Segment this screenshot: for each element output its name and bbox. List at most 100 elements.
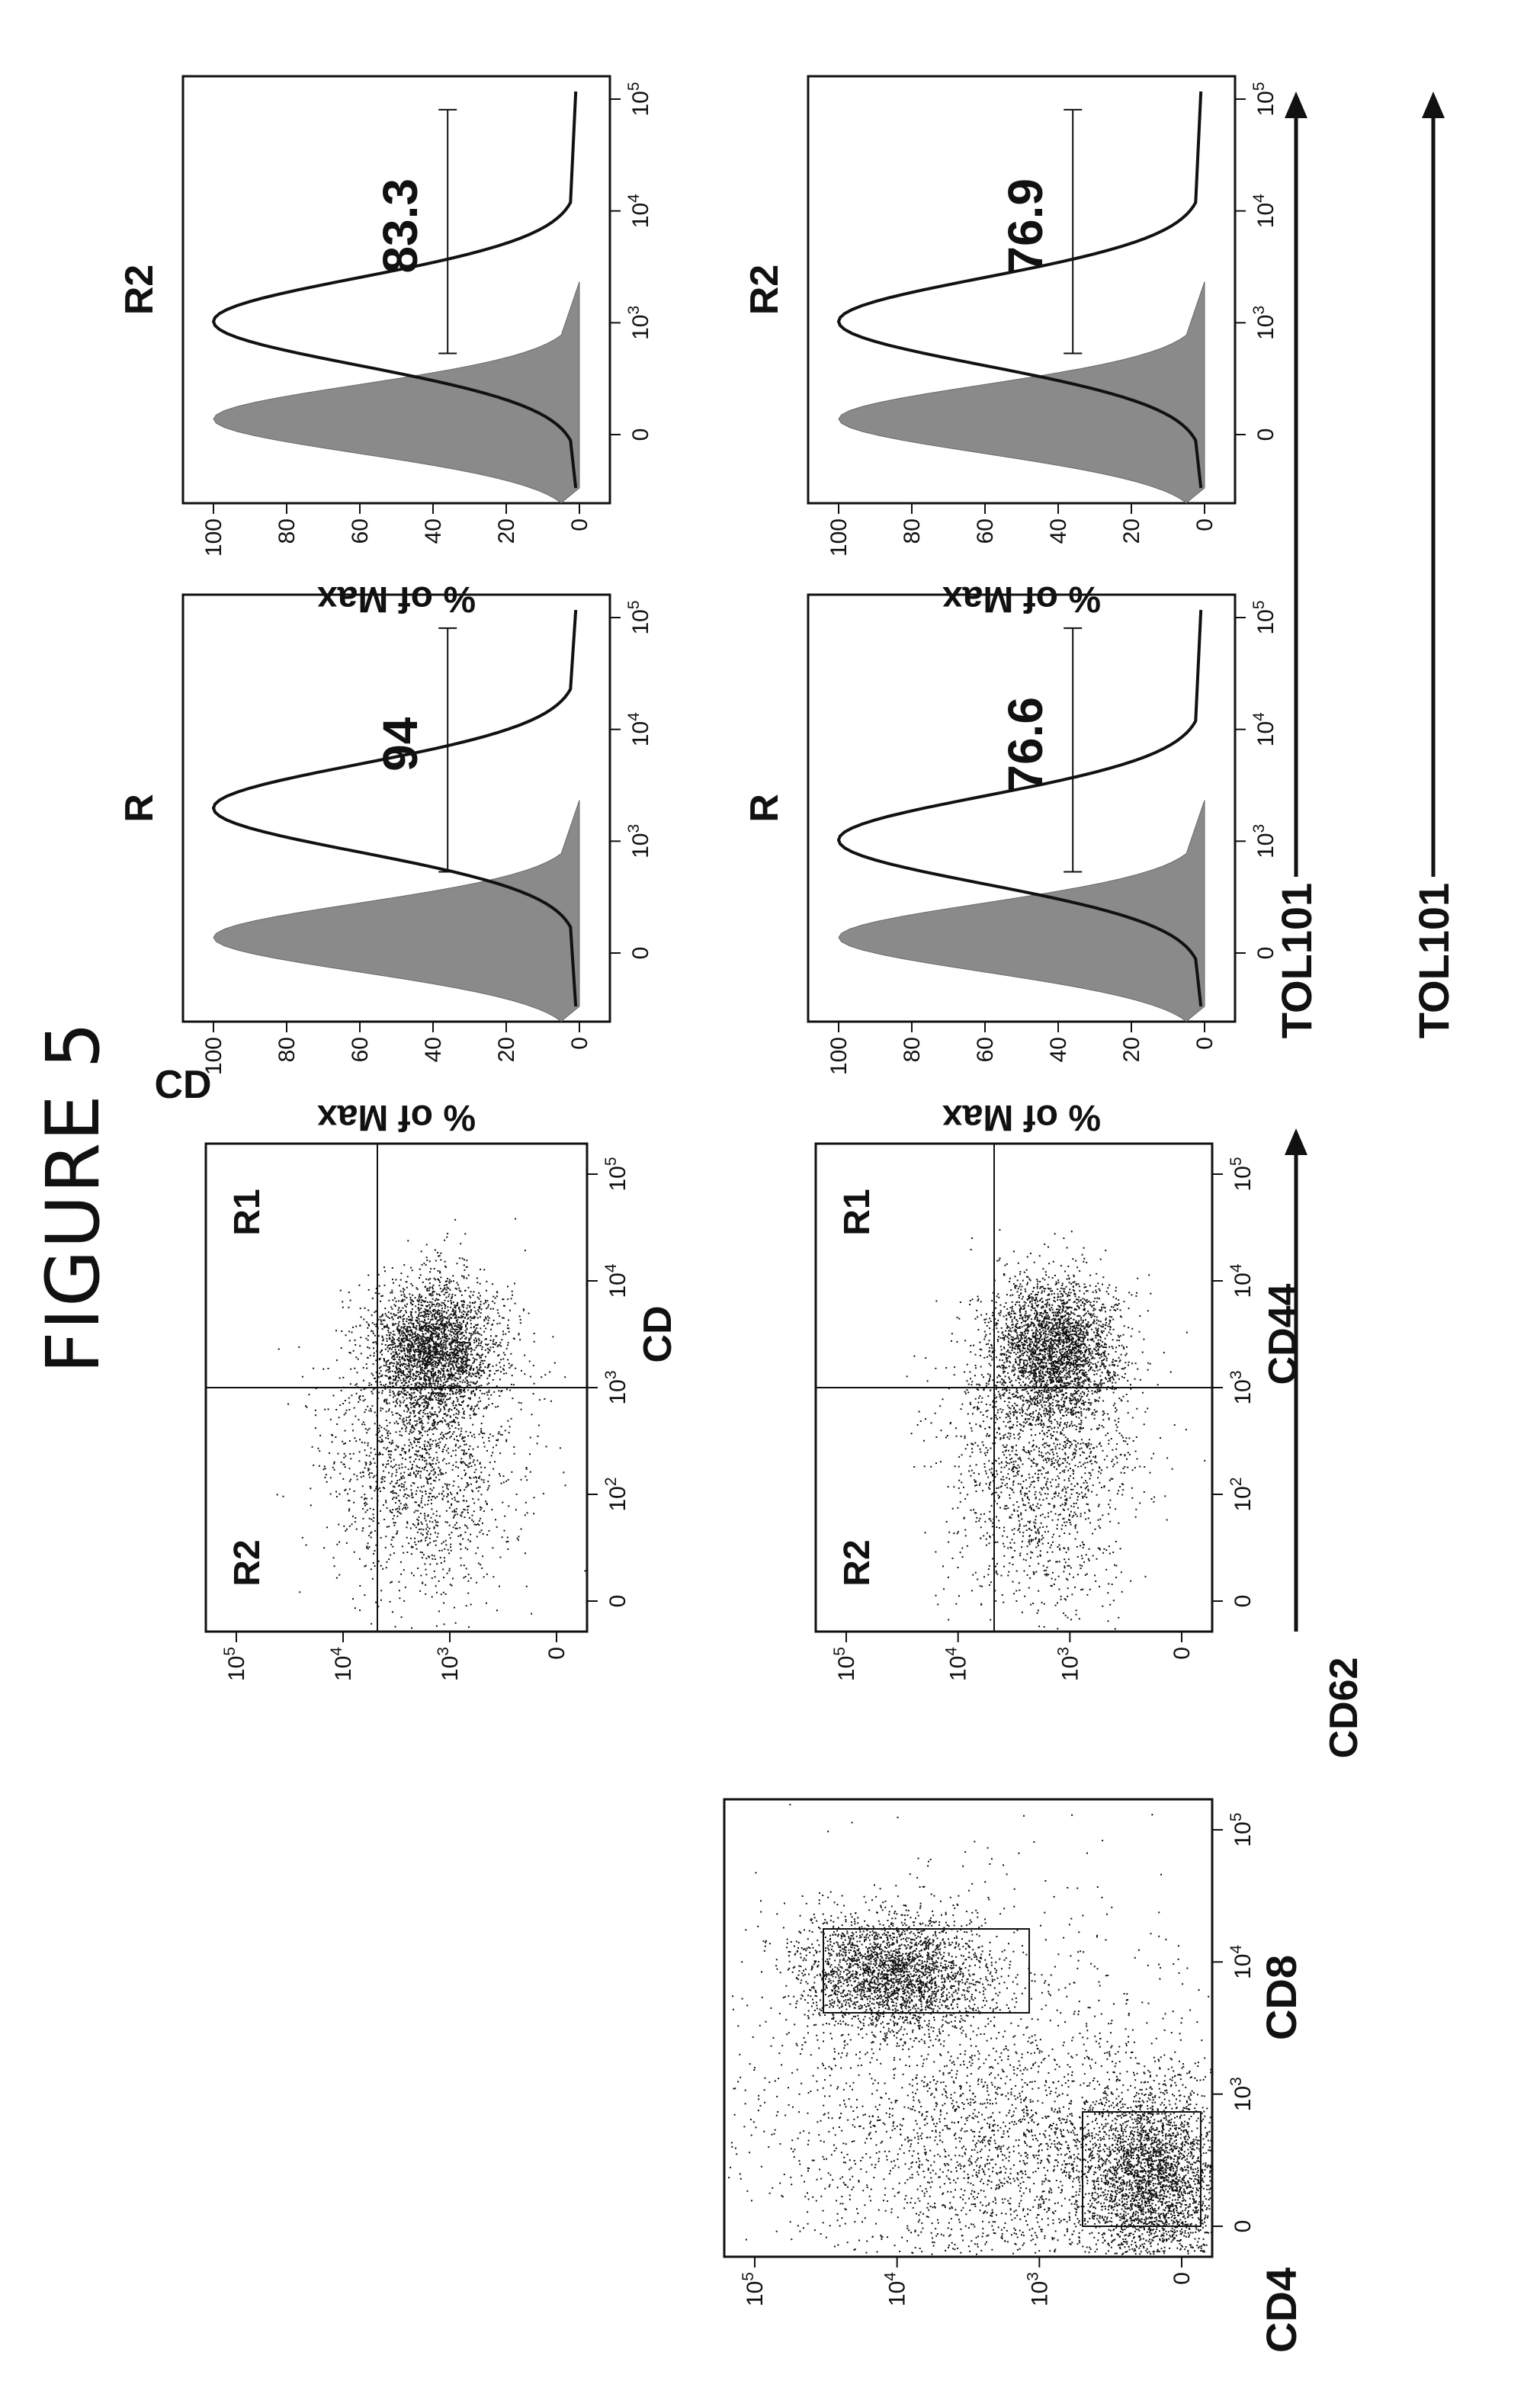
quadrant-2-x-tick-label: 104: [1227, 1263, 1256, 1298]
histogram-4-y-tick-label: 20: [1119, 518, 1144, 544]
histogram-3-x-tick-label: 103: [1250, 824, 1279, 858]
histogram-2-gate-value: 83.3: [373, 178, 428, 274]
histogram-1-y-tick-label: 60: [348, 1037, 373, 1062]
histogram-3-gate-value: 76.6: [998, 697, 1053, 792]
histogram-1-x-tick-label: 104: [625, 712, 653, 746]
cd62-axis-label: CD62: [1322, 1658, 1366, 1759]
histogram-4-y-tick-label: 60: [973, 518, 998, 544]
tol101-label-bottom: TOL101: [1410, 883, 1458, 1038]
quadrant-1-y-tick-label: 103: [435, 1647, 463, 1681]
histogram-1-gate-value: 94: [373, 717, 428, 772]
quadrant-1-r2-cloud: [277, 1218, 586, 1629]
quadrant-1-x-tick-label: 102: [602, 1477, 630, 1511]
quadrant-2-r2-cloud: [906, 1229, 1206, 1629]
cd62-arrow-head: [1285, 1128, 1307, 1155]
histogram-3-y-label: % of Max: [942, 1097, 1101, 1138]
gating-x-tick-label: 104: [1227, 1944, 1256, 1978]
quadrant-2-y-tick-label: 103: [1054, 1647, 1083, 1681]
histogram-2-x-tick-label: 104: [625, 194, 653, 228]
tol101-arrow-top-head: [1285, 91, 1307, 118]
histogram-4-gate-value: 76.9: [998, 178, 1053, 274]
histogram-1-x-tick-label: 0: [628, 947, 653, 960]
quadrant-1-y-tick-label: 105: [221, 1647, 249, 1681]
histogram-1-y-tick-label: 20: [494, 1037, 519, 1062]
histogram-3-x-tick-label: 104: [1250, 712, 1279, 746]
quadrant-1-x-tick-label: 0: [605, 1595, 630, 1608]
histogram-3-control-peak: [839, 801, 1205, 1022]
gating-x-tick-label: 0: [1230, 2220, 1256, 2233]
histogram-4-y-label: % of Max: [942, 579, 1101, 619]
histogram-4-y-tick-label: 100: [826, 518, 852, 557]
histogram-3-x-tick-label: 105: [1250, 600, 1279, 634]
histogram-2-x-tick-label: 105: [625, 82, 653, 116]
quadrant-2-x-tick-label: 0: [1230, 1595, 1256, 1608]
gating-x-tick-label: 105: [1227, 1812, 1256, 1847]
gating-x-tick-label: 103: [1227, 2077, 1256, 2111]
quadrant-2-x-tick-label: 102: [1227, 1477, 1256, 1511]
histogram-3-y-tick-label: 100: [826, 1037, 852, 1075]
histogram-4-x-tick-label: 104: [1250, 194, 1279, 228]
histogram-2-x-tick-label: 103: [625, 306, 653, 340]
histogram-3-y-tick-label: 40: [1046, 1037, 1071, 1062]
histogram-4-y-tick-label: 80: [900, 518, 925, 544]
histogram-2-y-tick-label: 60: [348, 518, 373, 544]
histogram-2-y-tick-label: 0: [567, 518, 592, 531]
gating-y-tick-label: 0: [1169, 2272, 1195, 2285]
quadrant-1-y-tick-label: 0: [544, 1647, 569, 1660]
histogram-3-y-tick-label: 20: [1119, 1037, 1144, 1062]
histogram-1-x-tick-label: 105: [625, 600, 653, 634]
quadrant-2-y-tick-label: 0: [1169, 1647, 1195, 1660]
quadrant-1-x-tick-label: 103: [602, 1370, 630, 1404]
quadrant-2-y-tick-label: 105: [831, 1647, 859, 1681]
histogram-2-y-tick-label: 100: [201, 518, 226, 557]
histogram-4-x-tick-label: 105: [1250, 82, 1279, 116]
gating-x-label: CD8: [1257, 1955, 1305, 2040]
histogram-1-y-tick-label: 80: [274, 1037, 300, 1062]
quadrant-1-r1-cloud: [335, 1243, 546, 1457]
quadrant-2-x-tick-label: 105: [1227, 1157, 1256, 1191]
histogram-1-y-label: % of Max: [317, 1097, 476, 1138]
histogram-2-y-tick-label: 20: [494, 518, 519, 544]
tol101-arrow-bottom-head: [1422, 91, 1445, 118]
histogram-3-y-tick-label: 80: [900, 1037, 925, 1062]
histogram-4-control-peak: [839, 282, 1205, 503]
gating-y-tick-label: 105: [740, 2272, 768, 2306]
histogram-2-title: R2: [117, 265, 162, 315]
gating-y-label: CD4: [1257, 2267, 1305, 2353]
histogram-1-y-tick-label: 0: [567, 1037, 592, 1050]
histogram-4-x-tick-label: 103: [1250, 306, 1279, 340]
histogram-2-control-peak: [213, 282, 579, 503]
histogram-4-title: R2: [743, 265, 787, 315]
quadrant-1-x-label: CD: [636, 1305, 680, 1362]
gating-y-tick-label: 103: [1024, 2272, 1052, 2306]
gating-y-tick-label: 104: [882, 2272, 910, 2306]
histogram-1-x-tick-label: 103: [625, 824, 653, 858]
histogram-3-title: R: [743, 794, 787, 823]
quadrant-1-x-tick-label: 105: [602, 1157, 630, 1191]
quadrant-1-r1-label: R1: [227, 1189, 268, 1235]
quadrant-1-r2-label: R2: [227, 1539, 268, 1586]
quadrant-2-y-tick-label: 104: [943, 1647, 971, 1681]
histogram-2-y-tick-label: 40: [421, 518, 446, 544]
quadrant-2-r1-label: R1: [837, 1189, 877, 1235]
histogram-4-y-tick-label: 0: [1192, 518, 1218, 531]
quadrant-2-x-tick-label: 103: [1227, 1370, 1256, 1404]
histogram-3-y-tick-label: 60: [973, 1037, 998, 1062]
background-events: [731, 1804, 1209, 2255]
histogram-4-y-tick-label: 40: [1046, 518, 1071, 544]
quadrant-2-x-label: CD44: [1261, 1283, 1305, 1385]
histogram-2-y-label: % of Max: [317, 579, 476, 619]
quadrant-1-x-tick-label: 104: [602, 1263, 630, 1298]
histogram-1-y-tick-label: 40: [421, 1037, 446, 1062]
histogram-1-y-tick-label: 100: [201, 1037, 226, 1075]
histogram-2-x-tick-label: 0: [628, 428, 653, 441]
quadrant-1-y-tick-label: 104: [328, 1647, 356, 1681]
tol101-label-top: TOL101: [1272, 883, 1320, 1038]
quadrant-2-r2-label: R2: [837, 1539, 877, 1586]
histogram-2-y-tick-label: 80: [274, 518, 300, 544]
histogram-4-x-tick-label: 0: [1253, 428, 1279, 441]
histogram-3-y-tick-label: 0: [1192, 1037, 1218, 1050]
